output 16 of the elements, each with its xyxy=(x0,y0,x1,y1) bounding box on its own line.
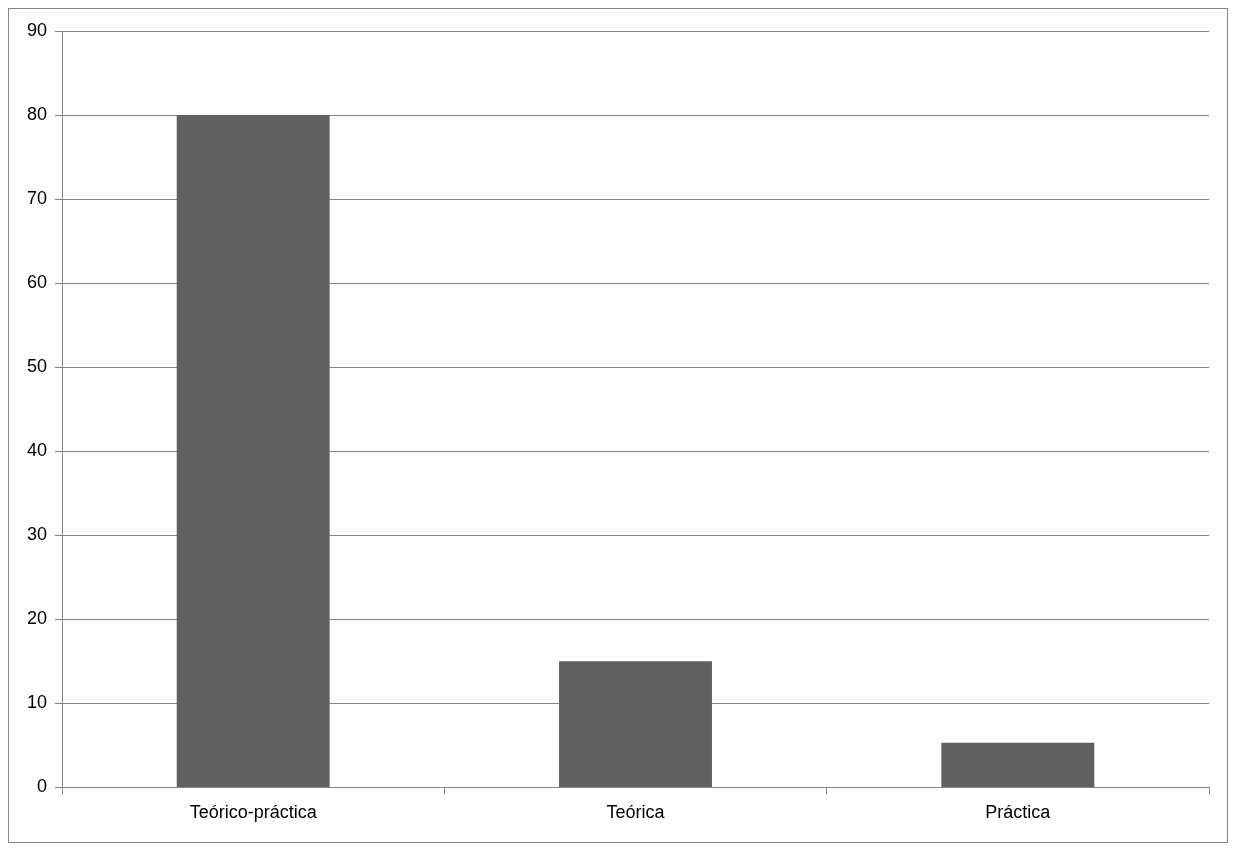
y-tick-label: 50 xyxy=(26,356,48,377)
y-tick-label: 80 xyxy=(26,104,48,125)
y-tick-label: 40 xyxy=(26,440,48,461)
y-tick-label: 20 xyxy=(26,608,48,629)
y-tick-label: 90 xyxy=(26,19,48,40)
y-tick-label: 60 xyxy=(26,272,48,293)
y-tick-label: 10 xyxy=(26,692,48,713)
x-tick-label: Teórico-práctica xyxy=(189,802,318,823)
y-tick-label: 0 xyxy=(37,776,48,797)
y-tick-label: 30 xyxy=(26,524,48,545)
bar xyxy=(941,742,1095,787)
x-tick-label: Teórica xyxy=(606,802,666,823)
x-tick-label: Práctica xyxy=(985,802,1052,823)
bar xyxy=(559,661,712,787)
y-tick-label: 70 xyxy=(26,188,48,209)
bar xyxy=(176,115,330,787)
